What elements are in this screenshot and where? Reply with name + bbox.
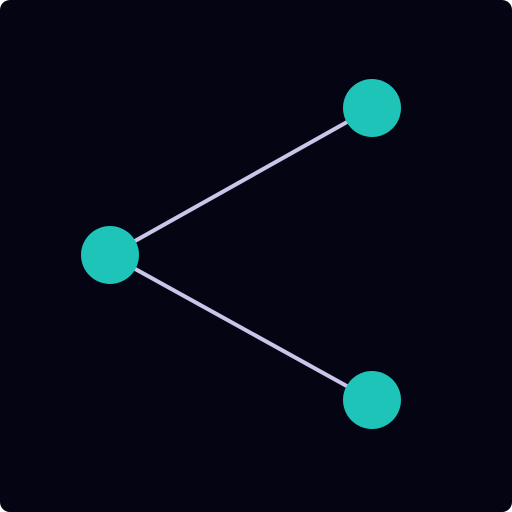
edge-hub-to-bottom — [108, 253, 374, 402]
node-top-right — [343, 79, 401, 137]
node-bottom-right — [343, 371, 401, 429]
edge-hub-to-top — [108, 106, 374, 257]
node-hub-left — [81, 226, 139, 284]
